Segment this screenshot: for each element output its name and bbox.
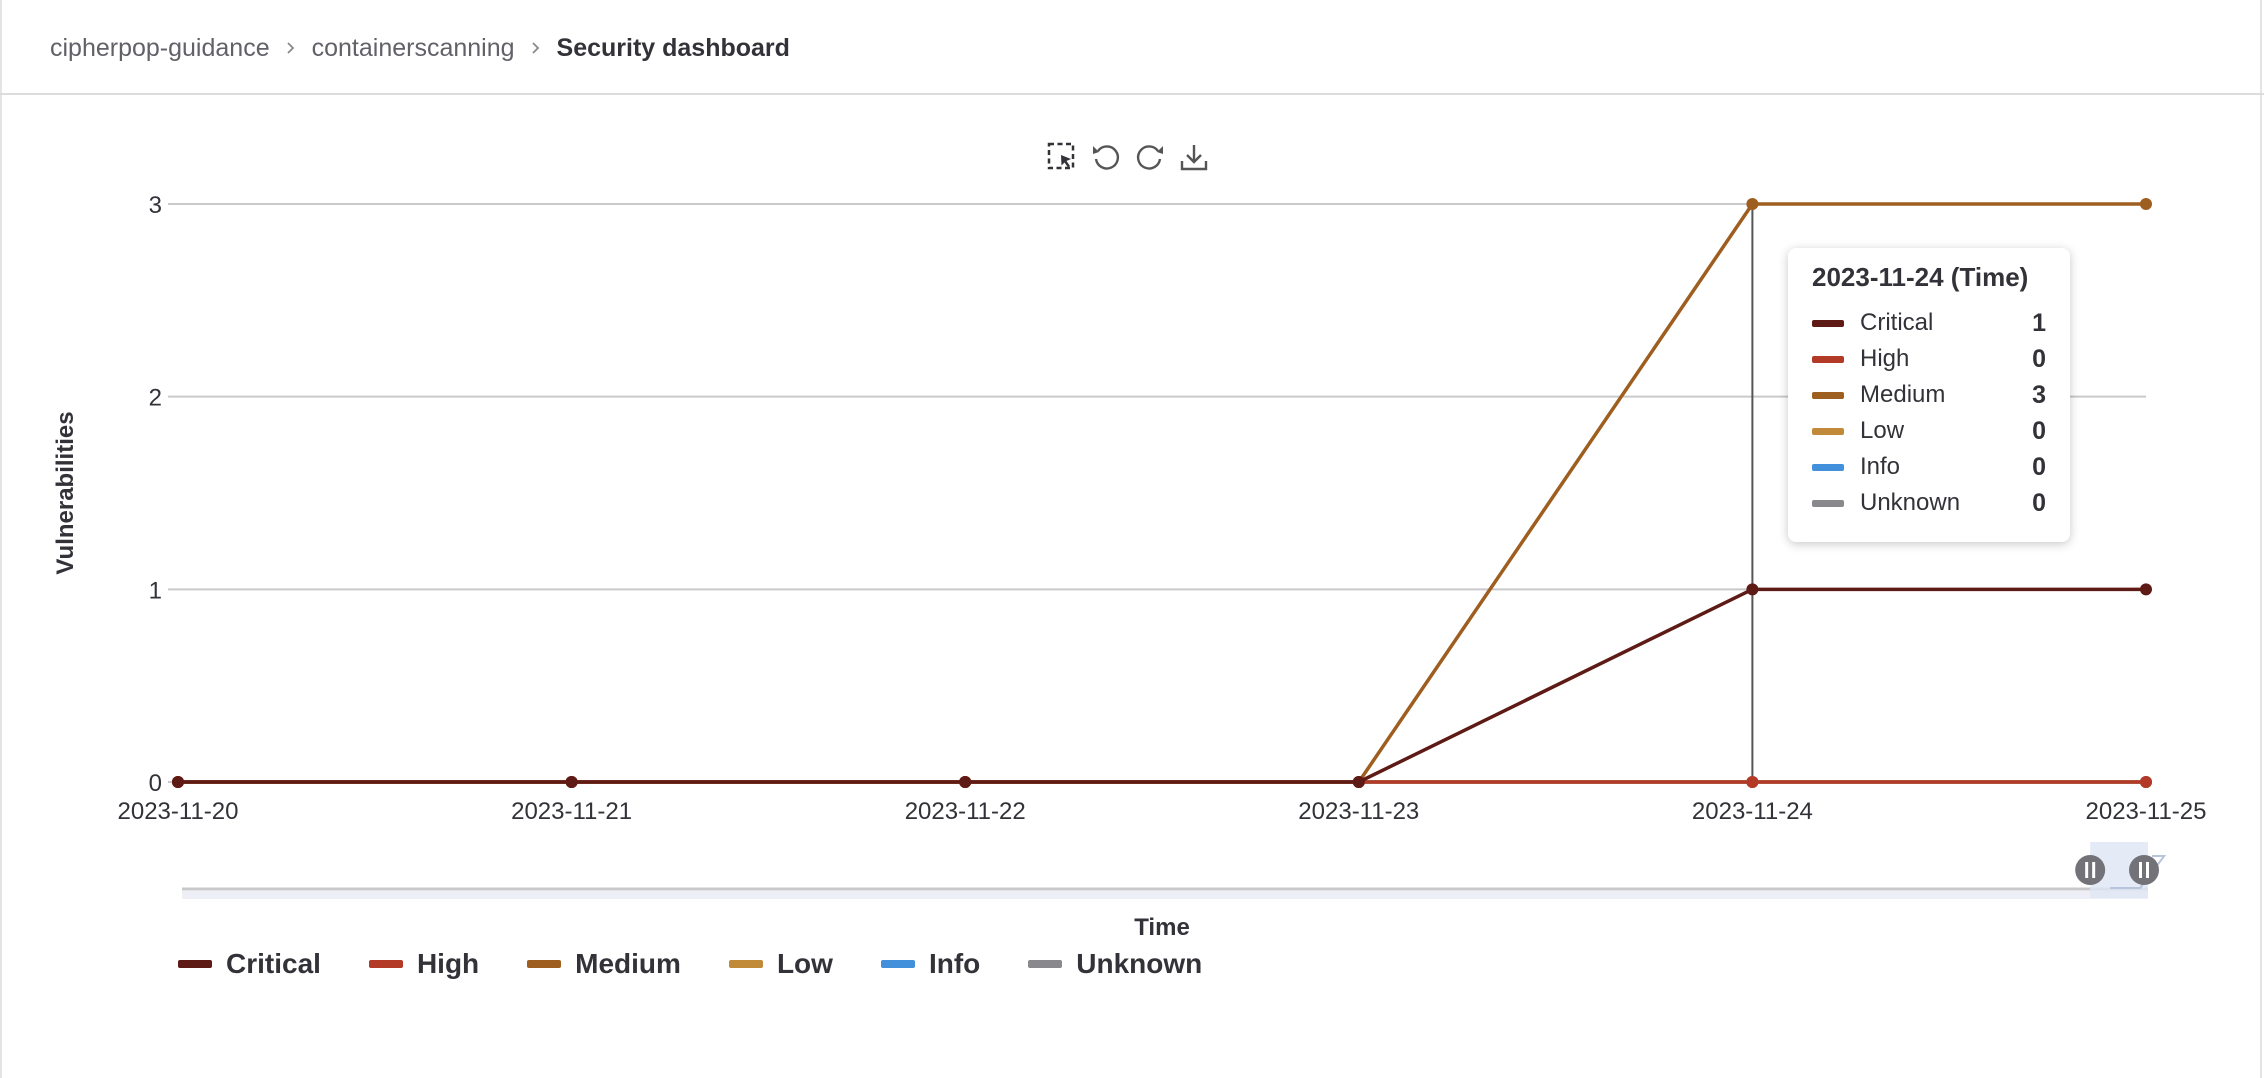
tooltip-series-name: Medium: [1860, 381, 1946, 408]
page-title: Security dashboard: [556, 33, 790, 62]
data-point-medium: [2140, 198, 2152, 210]
y-tick-label: 2: [149, 385, 162, 412]
tooltip-swatch: [1812, 319, 1844, 327]
tooltip-row-unknown: Unknown 0: [1812, 485, 2046, 521]
data-point-critical: [959, 776, 972, 788]
top-bar: cipherpop-guidance containerscanning Sec…: [0, 0, 2264, 95]
y-tick-label: 1: [149, 577, 162, 604]
tooltip-swatch: [1812, 391, 1844, 399]
tooltip-series-name: Info: [1860, 453, 1901, 480]
x-tick-label: 2023-11-22: [905, 798, 1026, 825]
legend-swatch: [178, 960, 212, 968]
tooltip-series-name: Low: [1860, 417, 1905, 444]
x-tick-label: 2023-11-25: [2086, 798, 2207, 825]
x-tick-label: 2023-11-20: [118, 798, 239, 825]
tooltip-row-medium: Medium 3: [1812, 377, 2046, 413]
legend-label: High: [416, 948, 480, 979]
data-point-critical: [1746, 583, 1759, 596]
data-point-critical: [565, 776, 578, 788]
legend-item-low[interactable]: Low: [728, 948, 833, 980]
undo-icon[interactable]: [1089, 140, 1123, 174]
tooltip-row-high: High 0: [1812, 341, 2046, 377]
tooltip-swatch: [1812, 427, 1844, 435]
breadcrumb: cipherpop-guidance containerscanning Sec…: [50, 30, 790, 66]
tooltip-series-name: High: [1860, 345, 1910, 372]
chart-tooltip: 2023-11-24 (Time) Critical 1 High 0 Medium 3 L…: [1788, 248, 2070, 542]
legend-item-high[interactable]: High: [368, 948, 480, 980]
legend-swatch: [880, 960, 915, 968]
breadcrumb-item-group[interactable]: cipherpop-guidance: [50, 33, 270, 62]
tooltip-swatch: [1812, 499, 1844, 507]
tooltip-row-critical: Critical 1: [1812, 305, 2046, 341]
zoom-slider-base: [182, 891, 2148, 899]
tooltip-series-name: Critical: [1860, 309, 1934, 336]
chart-toolbox: [1045, 140, 1211, 174]
chevron-right-icon: [529, 41, 543, 55]
tooltip-series-value: 3: [2032, 380, 2046, 409]
legend-label: Unknown: [1076, 948, 1203, 979]
x-tick-label: 2023-11-23: [1298, 798, 1419, 825]
breadcrumb-item-project[interactable]: containerscanning: [311, 33, 515, 62]
legend-label: Critical: [226, 948, 321, 979]
tooltip-row-low: Low 0: [1812, 413, 2046, 449]
y-tick-label: 0: [149, 770, 162, 797]
tooltip-swatch: [1812, 463, 1844, 471]
zoom-handle-left[interactable]: [2075, 855, 2106, 885]
tooltip-row-info: Info 0: [1812, 449, 2046, 485]
tooltip-series-value: 1: [2032, 308, 2046, 337]
data-point-high: [1746, 776, 1759, 788]
legend-swatch: [368, 960, 403, 968]
legend-label: Info: [928, 948, 981, 979]
zoom-handle-right[interactable]: [2129, 855, 2159, 885]
tooltip-series-name: Unknown: [1860, 489, 1961, 516]
data-point-critical: [1352, 776, 1365, 788]
y-axis-title: Vulnerabilities: [52, 411, 79, 575]
legend-item-info[interactable]: Info: [880, 948, 981, 980]
redo-icon[interactable]: [1133, 140, 1167, 174]
data-point-critical: [2140, 583, 2152, 596]
legend-swatch: [527, 960, 562, 968]
tooltip-series-value: 0: [2032, 488, 2046, 517]
y-tick-label: 3: [149, 192, 162, 219]
chart-legend: Critical High Medium Low Info Unknown: [178, 948, 1202, 980]
data-point-high: [2140, 776, 2152, 788]
legend-item-medium[interactable]: Medium: [527, 948, 681, 980]
download-icon[interactable]: [1177, 140, 1211, 174]
chevron-right-icon: [284, 41, 298, 55]
legend-swatch: [728, 960, 763, 968]
tooltip-series-value: 0: [2032, 416, 2046, 445]
tooltip-series-value: 0: [2032, 344, 2046, 373]
zoom-select-icon[interactable]: [1045, 140, 1079, 174]
x-tick-label: 2023-11-21: [511, 798, 632, 825]
legend-label: Low: [776, 948, 833, 979]
legend-label: Medium: [575, 948, 681, 979]
legend-swatch: [1028, 960, 1063, 968]
tooltip-swatch: [1812, 355, 1844, 363]
x-tick-label: 2023-11-24: [1692, 798, 1813, 825]
legend-item-critical[interactable]: Critical: [178, 948, 321, 980]
tooltip-series-value: 0: [2032, 452, 2046, 481]
legend-item-unknown[interactable]: Unknown: [1028, 948, 1202, 980]
x-axis-title: Time: [1134, 914, 1190, 941]
data-point-critical: [172, 776, 184, 788]
series-line-critical: [178, 587, 2146, 784]
data-point-medium: [1746, 198, 1759, 210]
tooltip-title: 2023-11-24 (Time): [1812, 262, 2029, 292]
